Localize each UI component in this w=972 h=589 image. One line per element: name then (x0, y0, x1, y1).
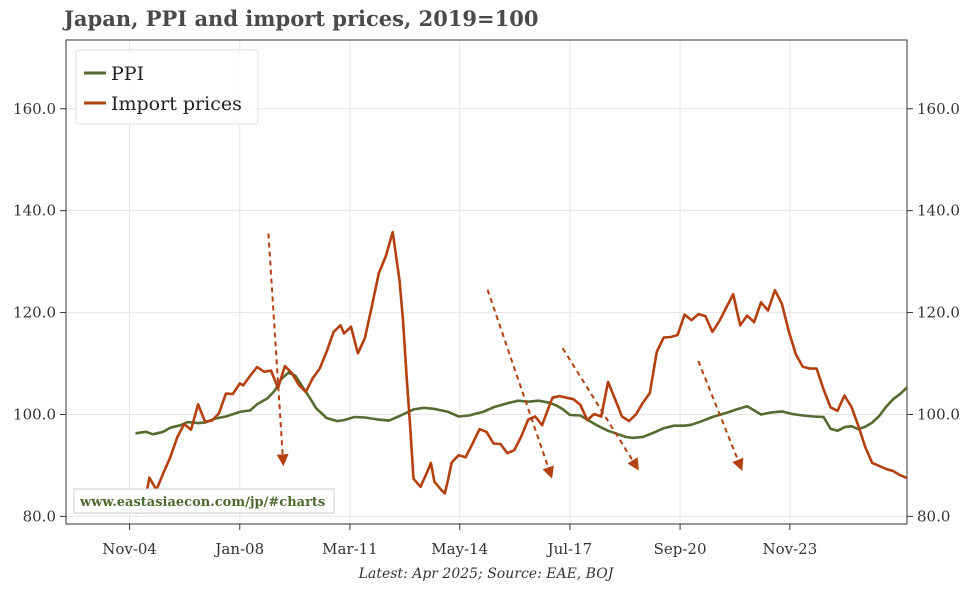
y-tick-label-left: 140.0 (13, 202, 56, 220)
plot-frame (65, 39, 908, 525)
x-axis: Nov-04 Jan-08 Mar-11 May-14 Jul-17 Sep-20 Nov-… (102, 524, 817, 558)
legend-box (75, 49, 259, 125)
x-tick-label: Mar-11 (322, 540, 378, 558)
x-tick-label: Jul-17 (546, 540, 593, 558)
trend-arrow (486, 289, 554, 479)
series-line-import-prices (134, 230, 908, 514)
watermark-text: www.eastasiaecon.com/jp/#charts (79, 495, 325, 510)
series-line-ppi (135, 371, 908, 440)
footer-note: Latest: Apr 2025; Source: EAE, BOJ (358, 566, 614, 582)
legend-label-ppi: PPI (111, 63, 144, 85)
series-layer (134, 230, 908, 514)
trend-arrow (697, 360, 744, 471)
left-axis: 80.0 100.0 120.0 140.0 160.0 (13, 100, 66, 525)
y-tick-label-right: 140.0 (917, 202, 960, 220)
y-tick-label-right: 160.0 (917, 100, 960, 118)
y-tick-label-left: 160.0 (13, 100, 56, 118)
x-tick-label: Nov-04 (102, 540, 157, 558)
watermark-box: www.eastasiaecon.com/jp/#charts (73, 488, 335, 514)
grid (66, 40, 907, 524)
y-tick-label-right: 120.0 (917, 304, 960, 322)
chart-title: Japan, PPI and import prices, 2019=100 (64, 6, 539, 31)
trend-arrow (267, 233, 289, 467)
x-tick-label: Sep-20 (654, 540, 707, 558)
x-tick-label: Jan-08 (213, 540, 264, 558)
y-tick-label-left: 100.0 (13, 405, 56, 423)
legend-label-import-prices: Import prices (111, 93, 242, 115)
x-tick-label: May-14 (431, 540, 488, 558)
legend: PPI Import prices (75, 49, 259, 125)
trend-arrow (561, 347, 639, 471)
y-tick-label-left: 120.0 (13, 304, 56, 322)
x-tick-label: Nov-23 (762, 540, 817, 558)
right-axis: 80.0 100.0 120.0 140.0 160.0 (907, 100, 960, 525)
trend-arrows (267, 233, 744, 479)
y-tick-label-right: 100.0 (917, 405, 960, 423)
y-tick-label-right: 80.0 (917, 507, 950, 525)
y-tick-label-left: 80.0 (23, 507, 56, 525)
